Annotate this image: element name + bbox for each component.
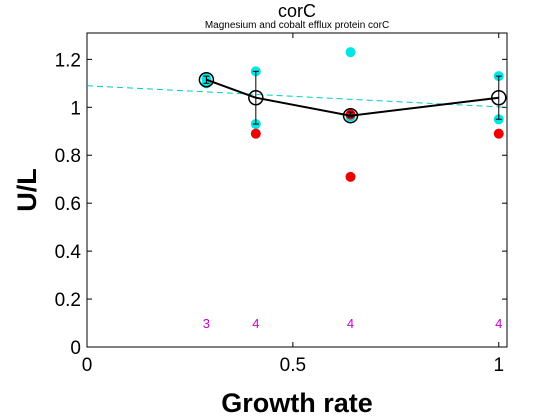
- y-tick-label: 0.8: [55, 146, 81, 167]
- y-tick-label: 1.2: [55, 50, 81, 71]
- x-tick-label: 0: [82, 355, 93, 376]
- y-tick-label: 0.2: [55, 290, 81, 311]
- count-label: 4: [252, 316, 259, 331]
- x-tick-label: 1: [493, 355, 504, 376]
- mean-line: [206, 78, 499, 117]
- y-tick-label: 1: [70, 98, 81, 119]
- chart-title: corC: [278, 1, 316, 21]
- y-tick-label: 0.6: [55, 194, 81, 215]
- chart-subtitle: Magnesium and cobalt efflux protein corC: [205, 20, 389, 31]
- y-tick-label: 0.4: [55, 242, 82, 263]
- fit-line: [86, 85, 508, 108]
- cyan-point: [345, 47, 356, 58]
- mean-point: [342, 107, 359, 124]
- x-axis: 0 0.5 1: [82, 33, 504, 376]
- x-tick-label: 0.5: [280, 355, 306, 376]
- y-tick-label: 0: [70, 338, 81, 359]
- data-marks: 3 4 4 4: [86, 47, 508, 331]
- red-point: [345, 171, 356, 182]
- mean-point: [198, 71, 215, 88]
- red-point: [250, 128, 261, 139]
- red-point: [493, 128, 504, 139]
- mean-point: [491, 89, 507, 106]
- count-label: 4: [347, 316, 354, 331]
- y-axis: 0 0.2 0.4 0.6 0.8 1 1.2: [55, 50, 507, 359]
- count-label: 4: [495, 316, 502, 331]
- x-axis-label: Growth rate: [221, 388, 373, 418]
- y-axis-label: U/L: [12, 168, 42, 212]
- count-label: 3: [203, 316, 210, 331]
- plot-area: [86, 32, 508, 348]
- mean-point: [248, 89, 264, 106]
